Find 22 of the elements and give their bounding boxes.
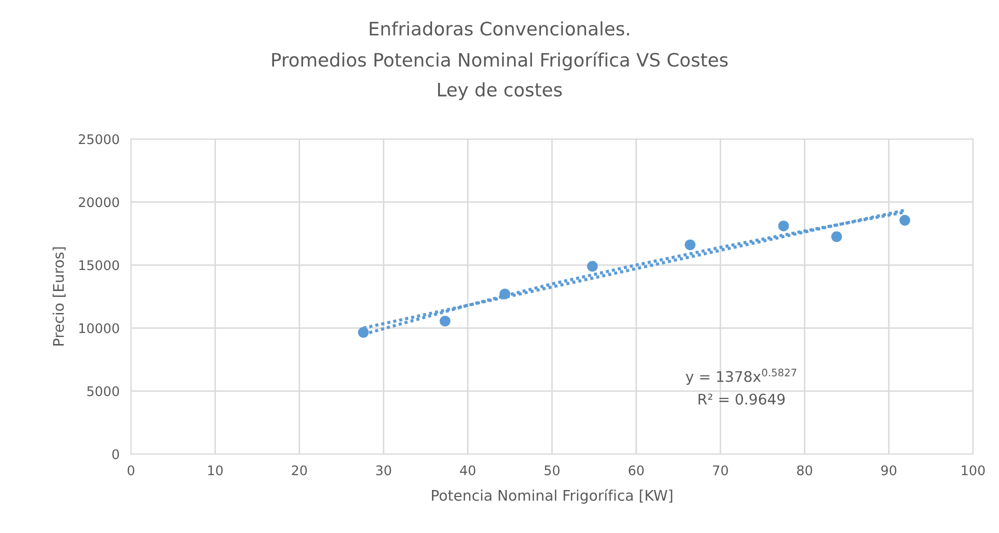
y-tick-label: 5000 [87, 386, 119, 396]
x-tick-label: 0 [128, 465, 134, 476]
y-tick-label: 20000 [78, 197, 119, 208]
x-tick-label: 60 [628, 465, 644, 476]
x-tick-label: 10 [208, 465, 223, 476]
x-tick-label: 20 [292, 465, 307, 476]
x-tick-label: 40 [460, 465, 476, 476]
x-axis-title: Potencia Nominal Frigorífica [KW] [432, 489, 672, 504]
annotation: R² = 0.9649 [698, 394, 785, 405]
x-tick-label: 80 [797, 465, 812, 476]
y-tick-label: 15000 [79, 260, 119, 270]
chart-title: Enfriadoras Convencionales. Promedios Potencia Nominal Frigorífica VS Costes Ley de costes [272, 21, 728, 100]
y-tick-label: 10000 [79, 323, 119, 334]
annotation: y = 1378x$^{0.5827}$ [686, 368, 796, 385]
y-tick-label: 0 [112, 449, 119, 460]
x-tick-label: 100 [962, 465, 985, 476]
x-tick-label: 50 [544, 465, 560, 476]
x-tick-label: 90 [881, 465, 896, 476]
y-tick-label: 25000 [78, 134, 119, 144]
x-tick-label: 70 [713, 465, 728, 476]
y-axis-title: Precio [Euros] [52, 247, 66, 346]
x-tick-label: 30 [376, 465, 392, 476]
